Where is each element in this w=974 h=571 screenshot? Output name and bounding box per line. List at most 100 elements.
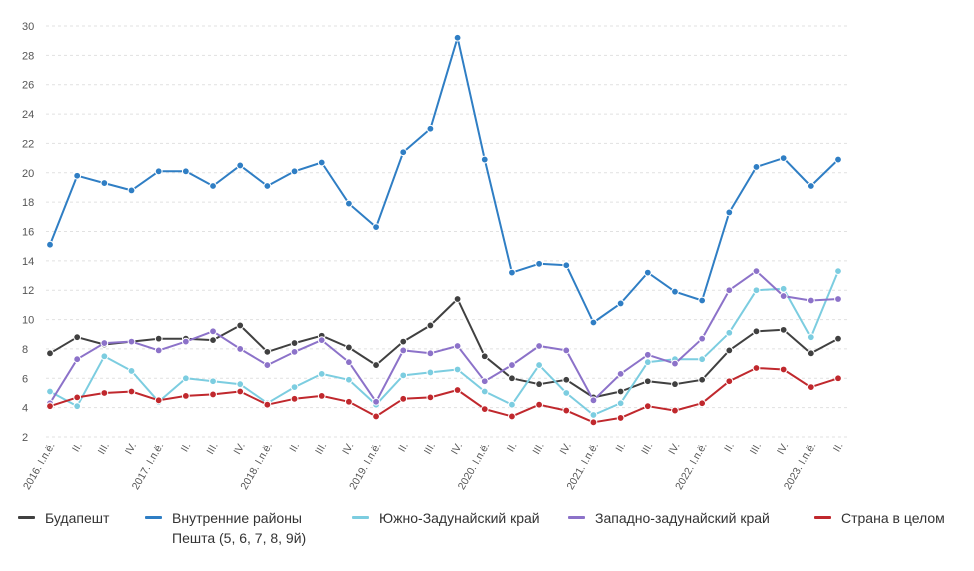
data-point xyxy=(779,292,788,300)
data-point xyxy=(643,350,652,359)
data-point xyxy=(290,394,299,403)
data-point xyxy=(181,374,190,383)
data-point xyxy=(372,361,380,369)
x-tick-label: III. xyxy=(204,441,220,457)
y-tick-label: 26 xyxy=(22,80,34,92)
data-point xyxy=(616,414,625,422)
data-point xyxy=(671,406,679,415)
x-tick-label: II. xyxy=(722,441,737,455)
data-point xyxy=(236,387,245,396)
x-tick-label: II. xyxy=(70,441,85,455)
data-point xyxy=(480,387,489,396)
legend-label-inner-pest-line1: Внутренние районы xyxy=(172,510,302,526)
data-point xyxy=(643,358,652,367)
data-point xyxy=(399,337,408,346)
data-point xyxy=(535,259,544,268)
data-point xyxy=(73,171,82,180)
data-point xyxy=(209,327,217,336)
y-tick-label: 4 xyxy=(22,403,28,415)
data-point xyxy=(779,325,788,334)
data-point xyxy=(127,387,136,396)
data-point xyxy=(752,327,761,336)
data-point xyxy=(480,155,489,164)
data-point xyxy=(372,223,380,231)
y-tick-label: 12 xyxy=(22,285,34,297)
data-point xyxy=(725,377,734,386)
data-point xyxy=(589,396,598,405)
legend-item-inner-pest: Внутренние районы Пешта (5, 6, 7, 8, 9й) xyxy=(145,508,306,548)
x-tick-label: II. xyxy=(505,441,520,455)
data-point xyxy=(725,286,734,295)
data-point xyxy=(453,365,462,374)
data-point xyxy=(100,339,109,347)
data-point xyxy=(344,397,353,406)
legend-item-country: Страна в целом xyxy=(814,508,945,528)
data-point xyxy=(779,284,788,293)
data-point xyxy=(480,405,489,414)
data-point xyxy=(290,347,299,356)
data-point xyxy=(671,359,679,368)
series-line xyxy=(49,270,839,404)
data-point xyxy=(834,374,842,383)
data-point xyxy=(643,268,652,277)
data-point xyxy=(508,400,516,409)
data-point xyxy=(46,402,54,411)
x-tick-label: IV. xyxy=(231,441,247,457)
x-tick-label: III. xyxy=(422,441,438,457)
x-tick-label: IV. xyxy=(666,441,682,457)
y-tick-label: 18 xyxy=(22,197,34,209)
data-point xyxy=(73,355,82,364)
series-3 xyxy=(46,267,842,408)
data-point xyxy=(236,161,245,170)
y-tick-label: 20 xyxy=(22,168,34,180)
data-point xyxy=(426,393,435,402)
data-point xyxy=(698,334,707,343)
data-point xyxy=(426,368,435,377)
y-tick-label: 14 xyxy=(22,256,34,268)
data-point xyxy=(46,240,54,249)
data-point xyxy=(453,295,462,303)
data-point xyxy=(671,380,679,389)
data-point xyxy=(209,336,217,345)
legend-label-west-transdanubia: Западно-задунайский край xyxy=(595,510,770,526)
data-point xyxy=(535,380,544,389)
data-point xyxy=(834,155,842,164)
y-tick-label: 22 xyxy=(22,138,34,150)
series-line xyxy=(49,367,839,424)
y-tick-label: 6 xyxy=(22,373,28,385)
y-tick-label: 30 xyxy=(22,21,34,33)
data-point xyxy=(290,339,299,347)
legend-label-inner-pest-line2: Пешта (5, 6, 7, 8, 9й) xyxy=(172,530,307,546)
data-point xyxy=(263,400,272,409)
legend-swatch-country xyxy=(814,516,831,519)
data-point xyxy=(453,342,462,350)
data-point xyxy=(508,374,516,383)
data-point xyxy=(806,333,815,342)
data-point xyxy=(399,346,408,355)
data-point xyxy=(399,371,408,380)
data-point xyxy=(589,411,598,419)
data-point xyxy=(589,318,598,327)
data-point xyxy=(508,412,516,421)
data-point xyxy=(616,387,625,396)
x-tick-label: IV. xyxy=(449,441,465,457)
legend-item-south-transdanubia: Южно-Задунайский край xyxy=(352,508,540,528)
series-line xyxy=(49,270,839,416)
data-point xyxy=(100,352,109,361)
data-point xyxy=(453,386,462,394)
data-point xyxy=(236,380,245,389)
data-point xyxy=(73,402,82,411)
x-tick-label: 2016. I.п.ё. xyxy=(21,441,58,492)
y-tick-label: 10 xyxy=(22,315,34,327)
series-line xyxy=(49,36,839,324)
data-point xyxy=(127,186,136,195)
data-point xyxy=(698,399,707,408)
y-tick-label: 28 xyxy=(22,50,34,62)
data-point xyxy=(73,333,82,342)
data-point xyxy=(426,321,435,330)
data-point xyxy=(290,167,299,176)
data-point xyxy=(562,346,571,355)
series-4 xyxy=(46,364,842,427)
x-tick-label: II. xyxy=(287,441,302,455)
x-tick-label: II. xyxy=(831,441,846,455)
